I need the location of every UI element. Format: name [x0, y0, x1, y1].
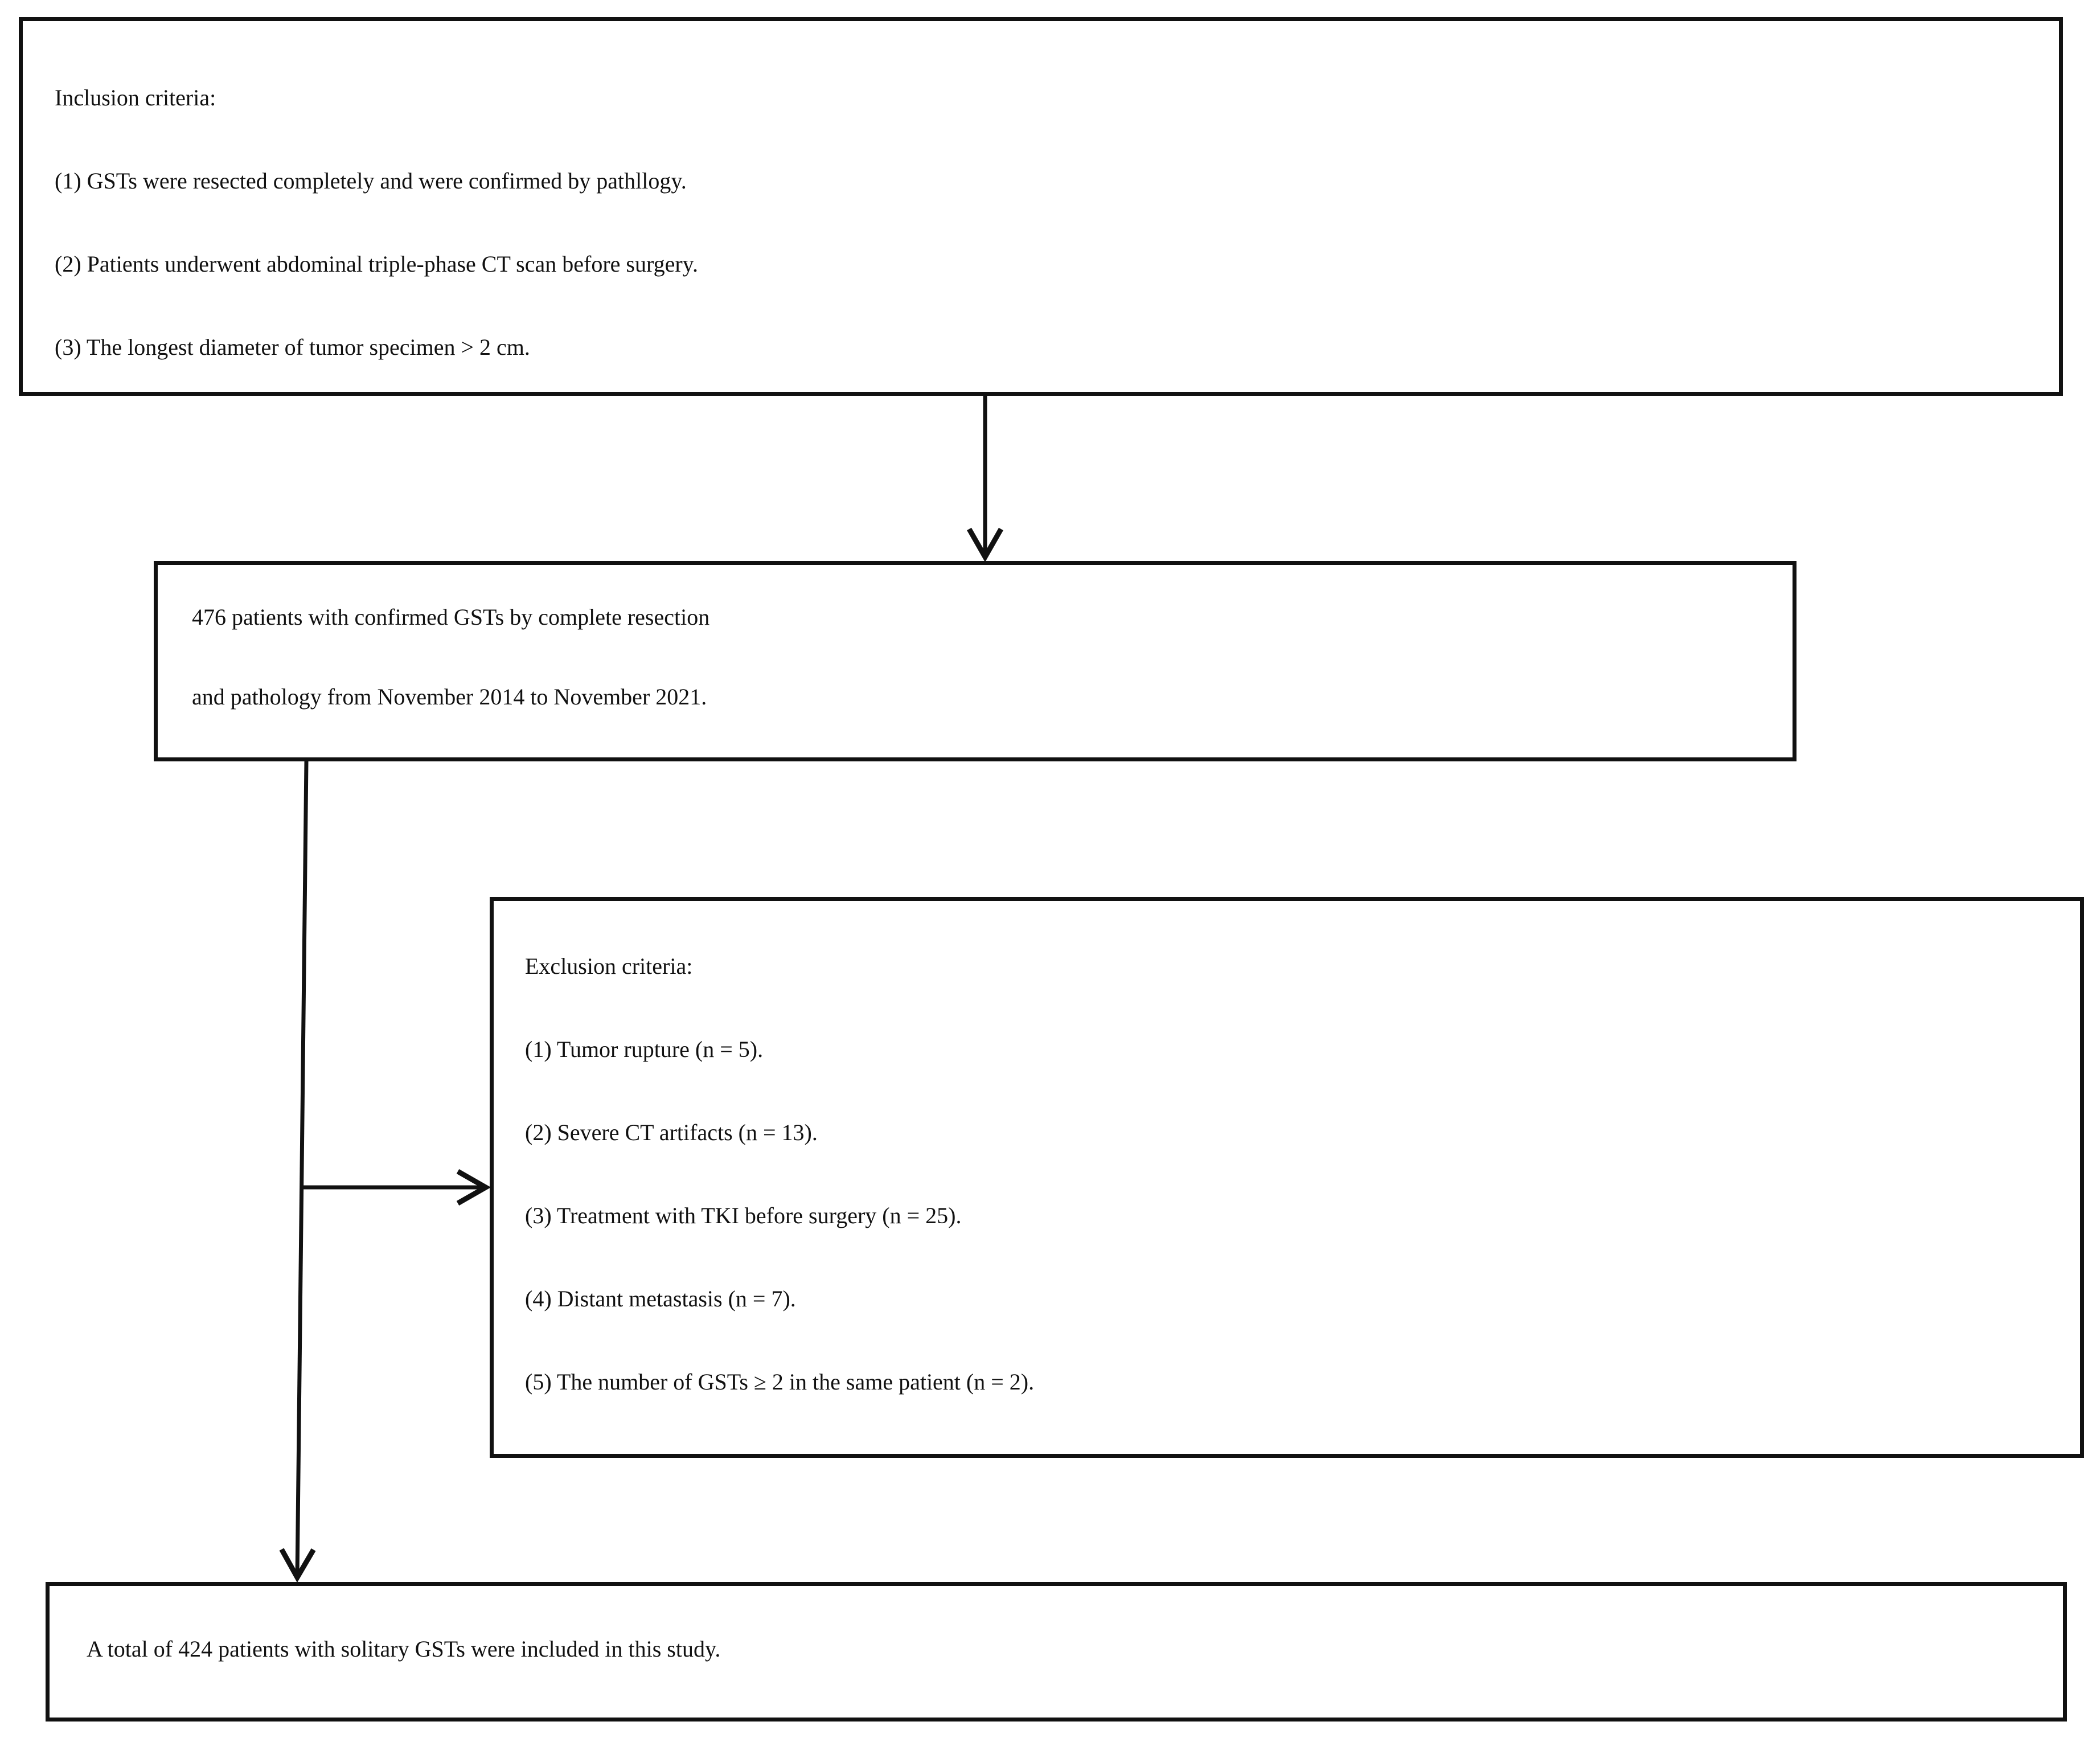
exclusion-title: Exclusion criteria:	[525, 953, 693, 979]
exclusion-item: (5) The number of GSTs ≥ 2 in the same p…	[525, 1369, 1035, 1395]
inclusion-criteria-box: Inclusion criteria: (1) GSTs were resect…	[19, 17, 2063, 396]
inclusion-item: (3) The longest diameter of tumor specim…	[55, 334, 530, 360]
line-population-down	[279, 761, 316, 1583]
exclusion-item: (4) Distant metastasis (n = 7).	[525, 1286, 796, 1311]
population-box: 476 patients with confirmed GSTs by comp…	[154, 561, 1797, 761]
inclusion-title: Inclusion criteria:	[55, 85, 216, 110]
population-line: and pathology from November 2014 to Nove…	[192, 684, 707, 710]
exclusion-item: (3) Treatment with TKI before surgery (n…	[525, 1203, 962, 1228]
exclusion-item: (2) Severe CT artifacts (n = 13).	[525, 1120, 818, 1145]
exclusion-item: (1) Tumor rupture (n = 5).	[525, 1036, 764, 1062]
exclusion-criteria-box: Exclusion criteria: (1) Tumor rupture (n…	[490, 897, 2084, 1458]
final-cohort-text: A total of 424 patients with solitary GS…	[87, 1636, 721, 1662]
final-cohort-box: A total of 424 patients with solitary GS…	[46, 1582, 2067, 1721]
inclusion-item: (2) Patients underwent abdominal triple-…	[55, 251, 699, 277]
population-line: 476 patients with confirmed GSTs by comp…	[192, 604, 710, 630]
inclusion-item: (1) GSTs were resected completely and we…	[55, 168, 687, 194]
